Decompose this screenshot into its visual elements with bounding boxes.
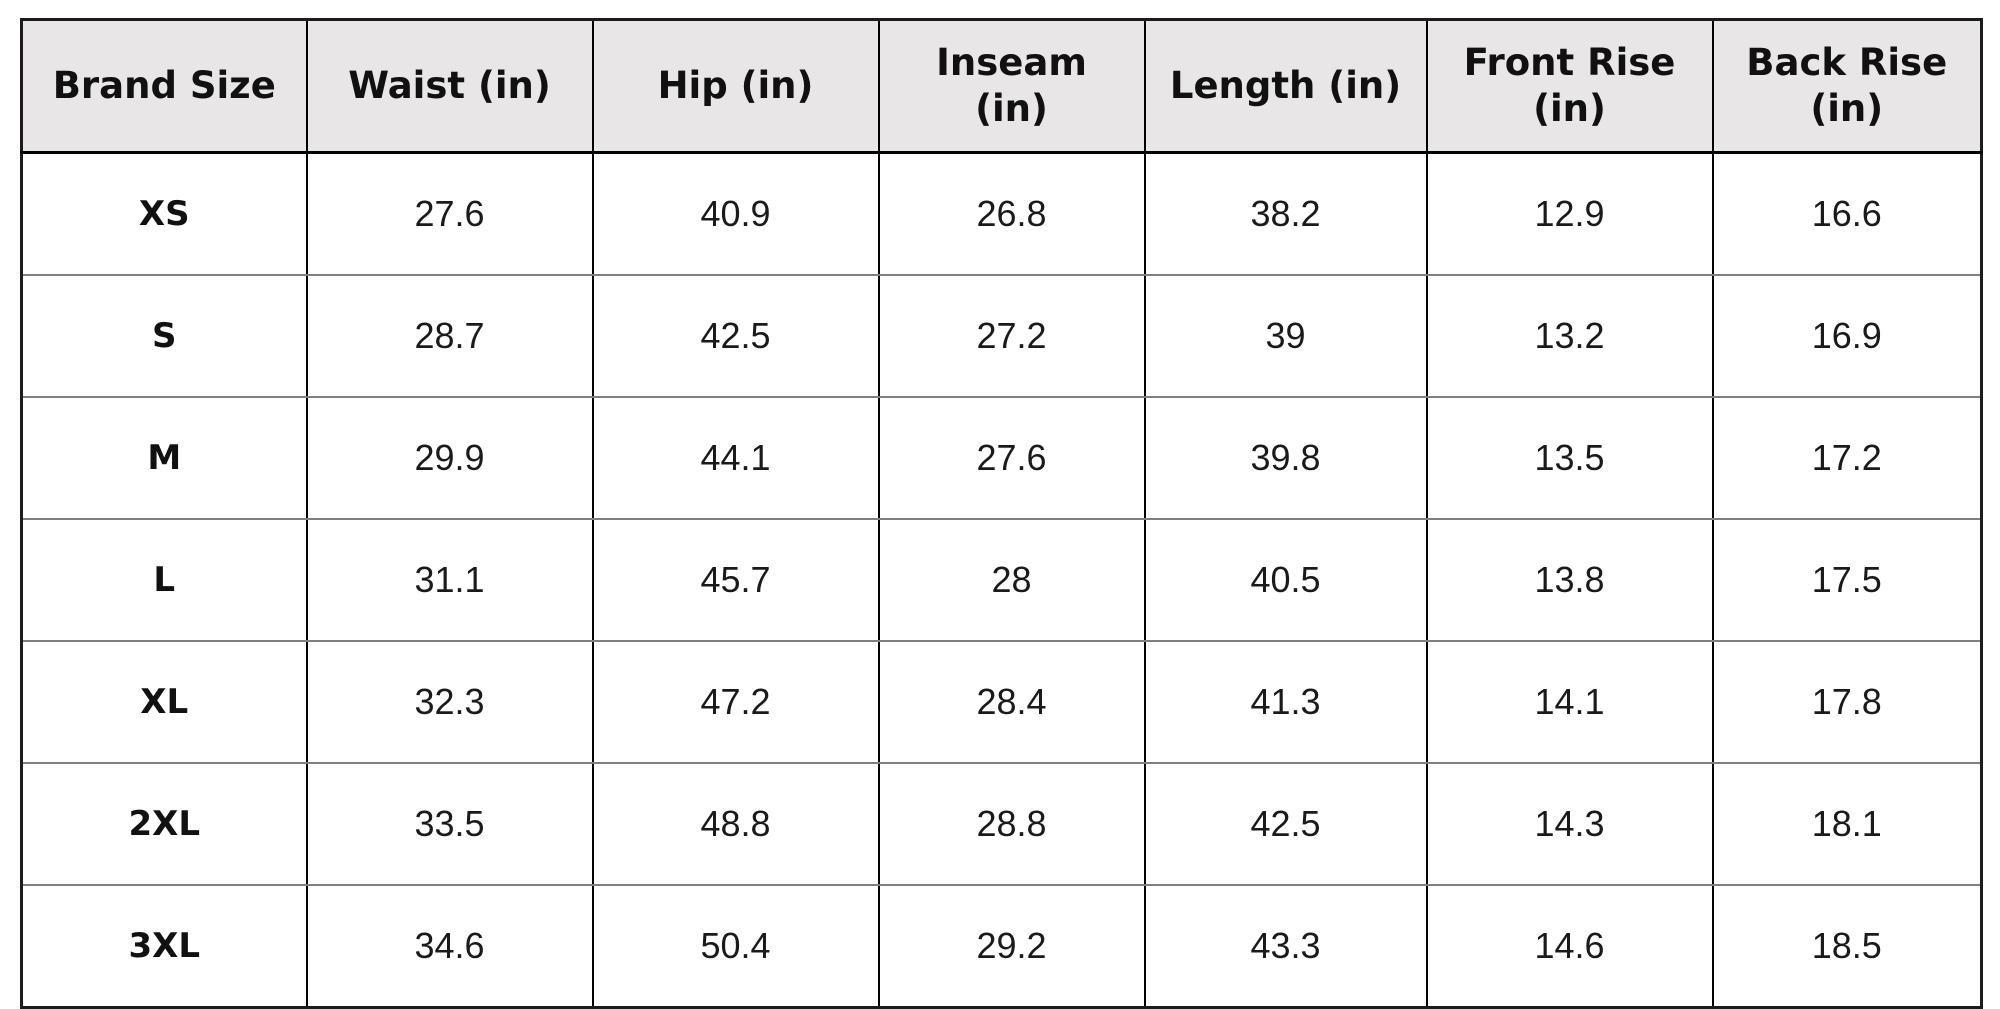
table-cell: 12.9 [1425,151,1714,276]
table-cell: 14.3 [1425,762,1714,886]
table-row-xs: XS 27.6 40.9 26.8 38.2 12.9 16.6 [20,151,1983,276]
table-cell: 13.2 [1425,274,1714,398]
column-header-front-rise: Front Rise (in) [1425,19,1714,154]
table-cell: 27.6 [877,396,1146,520]
table-cell: 28.7 [305,274,594,398]
table-cell: 26.8 [877,151,1146,276]
table-cell: 39.8 [1143,396,1428,520]
table-cell: 27.6 [305,151,594,276]
table-cell: 14.6 [1425,884,1714,1009]
size-cell: XS [20,151,308,276]
table-cell: 14.1 [1425,640,1714,764]
table-cell: 41.3 [1143,640,1428,764]
column-header-waist: Waist (in) [305,19,594,154]
size-cell: XL [20,640,308,764]
table-cell: 18.1 [1711,762,1983,886]
table-row-2xl: 2XL 33.5 48.8 28.8 42.5 14.3 18.1 [20,762,1983,886]
table-cell: 27.2 [877,274,1146,398]
table-cell: 17.8 [1711,640,1983,764]
table-cell: 31.1 [305,518,594,642]
table-cell: 38.2 [1143,151,1428,276]
table-cell: 33.5 [305,762,594,886]
header-row: Brand Size Waist (in) Hip (in) Inseam (i… [20,19,1983,154]
table-cell: 28.4 [877,640,1146,764]
table-cell: 40.9 [591,151,880,276]
table-cell: 42.5 [591,274,880,398]
table-cell: 13.8 [1425,518,1714,642]
table-cell: 18.5 [1711,884,1983,1009]
column-header-hip: Hip (in) [591,19,880,154]
size-chart-table: Brand Size Waist (in) Hip (in) Inseam (i… [20,18,1983,1009]
size-cell: 2XL [20,762,308,886]
table-cell: 17.5 [1711,518,1983,642]
table-cell: 40.5 [1143,518,1428,642]
table-row-m: M 29.9 44.1 27.6 39.8 13.5 17.2 [20,396,1983,520]
table-cell: 28 [877,518,1146,642]
table-cell: 39 [1143,274,1428,398]
table-cell: 32.3 [305,640,594,764]
table-cell: 16.6 [1711,151,1983,276]
size-cell: 3XL [20,884,308,1009]
column-header-inseam: Inseam (in) [877,19,1146,154]
size-cell: S [20,274,308,398]
table-cell: 34.6 [305,884,594,1009]
table-cell: 42.5 [1143,762,1428,886]
size-cell: L [20,518,308,642]
table-cell: 48.8 [591,762,880,886]
table-cell: 13.5 [1425,396,1714,520]
table-cell: 47.2 [591,640,880,764]
table-row-3xl: 3XL 34.6 50.4 29.2 43.3 14.6 18.5 [20,884,1983,1009]
table-cell: 16.9 [1711,274,1983,398]
column-header-length: Length (in) [1143,19,1428,154]
table-cell: 17.2 [1711,396,1983,520]
table-row-l: L 31.1 45.7 28 40.5 13.8 17.5 [20,518,1983,642]
table-cell: 43.3 [1143,884,1428,1009]
table-row-xl: XL 32.3 47.2 28.4 41.3 14.1 17.8 [20,640,1983,764]
table-cell: 29.2 [877,884,1146,1009]
size-cell: M [20,396,308,520]
table-cell: 28.8 [877,762,1146,886]
column-header-back-rise: Back Rise (in) [1711,19,1983,154]
table-cell: 29.9 [305,396,594,520]
table-cell: 45.7 [591,518,880,642]
table-row-s: S 28.7 42.5 27.2 39 13.2 16.9 [20,274,1983,398]
column-header-brand-size: Brand Size [20,19,308,154]
table-cell: 44.1 [591,396,880,520]
table-cell: 50.4 [591,884,880,1009]
